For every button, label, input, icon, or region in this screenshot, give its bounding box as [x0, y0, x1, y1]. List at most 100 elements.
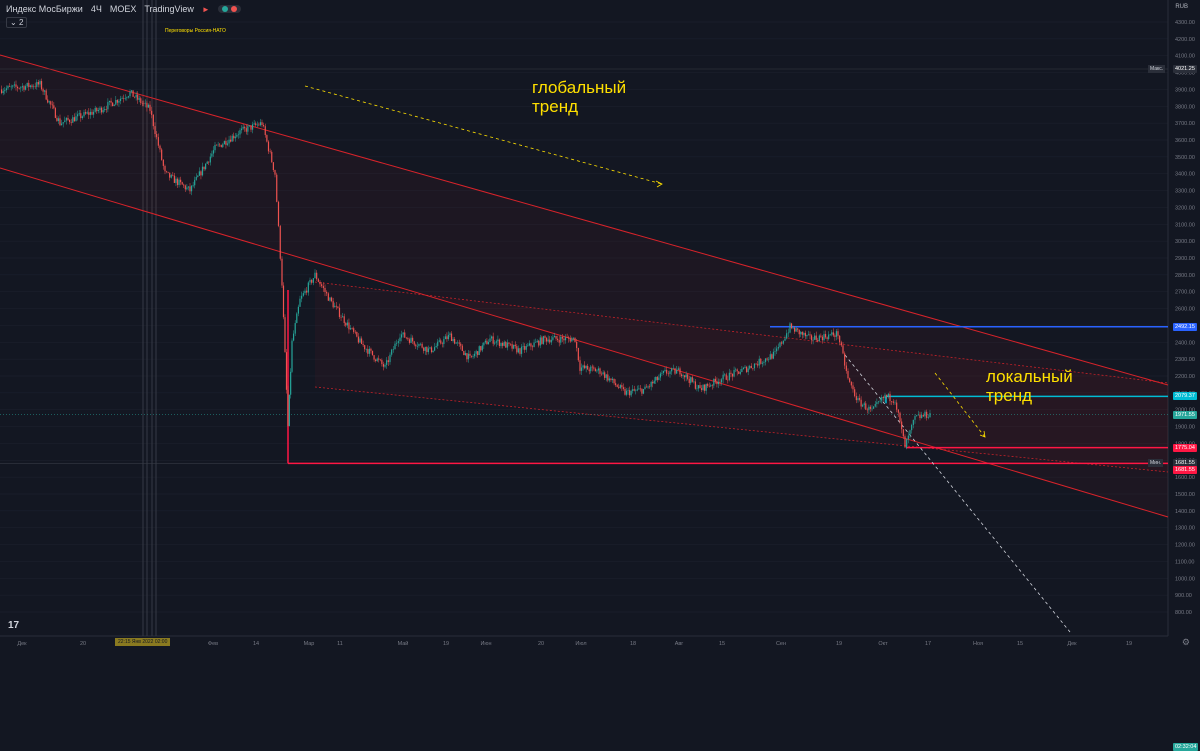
candle-body [877, 401, 880, 403]
candle-body [17, 86, 19, 89]
candle-body [416, 345, 418, 347]
candle-body [69, 119, 71, 123]
candle-body [629, 390, 631, 396]
candle-body [469, 353, 471, 356]
candle-body [402, 332, 404, 335]
candle-body [831, 332, 833, 335]
candle-body [814, 335, 816, 340]
candle-body [486, 340, 488, 345]
local-channel-lower[interactable] [314, 386, 1169, 473]
candle-body [135, 94, 137, 98]
candle-body [545, 337, 548, 342]
candle-body [201, 166, 204, 176]
candle-body [115, 99, 117, 105]
candle-body [93, 111, 95, 115]
candle-body [39, 81, 41, 85]
candle-body [876, 402, 878, 404]
time-marker-label: 22:15 Янв 2022 02:00 [115, 638, 171, 646]
candle-body [820, 335, 822, 337]
candle-body [599, 368, 601, 374]
candle-body [203, 166, 205, 170]
candle-body [839, 335, 841, 343]
price-label-tag-6: Мин. [1148, 459, 1164, 468]
candle-body [311, 279, 313, 283]
candle-body [505, 341, 507, 348]
candle-body [291, 340, 293, 372]
x-tick-label: 15 [1017, 641, 1023, 647]
candle-body [924, 411, 926, 417]
x-tick-label: Май [398, 640, 409, 647]
candle-body [766, 358, 768, 360]
global-trend-arrow[interactable] [304, 85, 663, 185]
y-tick-label: 2200.00 [1175, 374, 1195, 380]
candle-body [394, 343, 396, 350]
candle-body [226, 143, 229, 145]
candle-body [892, 401, 894, 403]
interval-label[interactable]: 4Ч [90, 4, 102, 14]
candle-body [553, 335, 556, 338]
local-channel-upper[interactable] [314, 281, 1169, 384]
candle-body [198, 171, 200, 176]
candle-body [513, 344, 515, 349]
candle-body [353, 328, 355, 332]
x-tick-label: 19 [1126, 641, 1132, 647]
candle-body [334, 305, 336, 308]
symbol-name[interactable]: Индекс МосБиржи [6, 4, 83, 14]
y-tick-label: 2300.00 [1175, 357, 1195, 363]
candle-body [821, 336, 824, 341]
candle-body [64, 120, 66, 123]
candle-body [873, 406, 875, 409]
event-label: Переговоры Россия-НАТО [165, 28, 226, 34]
candle-body [662, 371, 665, 374]
status-dots[interactable] [217, 5, 241, 13]
candle-body [146, 102, 148, 108]
candle-body [711, 385, 713, 386]
candle-body [815, 335, 817, 340]
candle-body [89, 111, 91, 115]
market-status-icon: ► [201, 4, 210, 14]
candle-body [31, 85, 33, 88]
currency-label[interactable]: RUB [1175, 4, 1188, 10]
candle-body [896, 402, 898, 410]
candle-body [110, 100, 112, 103]
candle-body [636, 389, 638, 391]
y-tick-label: 3000.00 [1175, 239, 1195, 245]
candle-body [140, 98, 142, 104]
candle-body [222, 144, 224, 148]
x-tick-label: 14 [253, 641, 259, 647]
candle-body [779, 342, 781, 348]
candle-body [15, 84, 17, 87]
y-tick-label: 1500.00 [1175, 492, 1195, 498]
global-channel-lower[interactable] [0, 167, 1169, 518]
candle-body [258, 124, 260, 126]
gear-icon[interactable]: ⚙ [1181, 637, 1190, 647]
candle-body [922, 415, 924, 417]
candle-body [384, 364, 386, 367]
candle-body [287, 389, 289, 426]
exchange-label: MOEX [109, 4, 137, 14]
candle-body [147, 104, 150, 108]
price-chart[interactable]: 800.00 900.00 1000.00 1100.00 1200.00 1300.00… [0, 0, 1200, 649]
candle-body [85, 112, 87, 114]
candle-body [237, 134, 240, 136]
x-tick-label: 20 [80, 641, 86, 647]
x-tick-label: Ноя [973, 641, 983, 647]
candle-body [392, 349, 394, 350]
x-tick-label: 11 [337, 641, 343, 647]
y-tick-label: 900.00 [1175, 593, 1192, 599]
candles[interactable] [1, 78, 931, 450]
candle-body [483, 342, 485, 346]
global-channel-upper[interactable] [0, 54, 1169, 386]
local-trend-arrow[interactable] [934, 372, 986, 438]
candle-body [645, 386, 648, 388]
candle-body [722, 374, 724, 380]
y-tick-label: 2700.00 [1175, 290, 1195, 296]
candle-body [489, 338, 491, 343]
candle-body [533, 342, 535, 347]
candle-body [901, 421, 903, 430]
candle-body [702, 384, 704, 390]
collapse-indicators-button[interactable]: ⌄ 2 [6, 17, 28, 28]
candle-body [245, 128, 247, 132]
candle-body [340, 316, 342, 318]
